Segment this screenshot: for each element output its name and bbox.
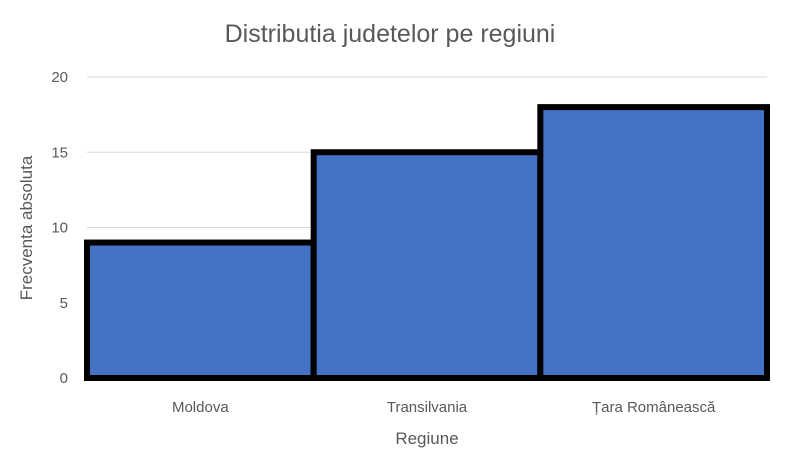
x-axis-ticks: Moldova Transilvania Țara Românească <box>172 399 716 416</box>
x-tick-label: Transilvania <box>387 399 468 416</box>
x-tick-label: Moldova <box>172 399 229 416</box>
chart-title: Distributia judetelor pe regiuni <box>225 20 556 48</box>
y-tick-label: 15 <box>51 144 68 161</box>
y-tick-label: 0 <box>60 370 68 387</box>
y-tick-label: 20 <box>51 69 68 86</box>
y-tick-label: 5 <box>60 295 68 312</box>
x-axis-label: Regiune <box>395 429 458 448</box>
bar <box>537 104 770 381</box>
y-axis-label: Frecventa absoluta <box>17 155 36 300</box>
bar <box>84 239 317 381</box>
x-tick-label: Țara Românească <box>592 399 716 416</box>
y-axis-ticks: 0 5 10 15 20 <box>51 69 68 387</box>
bars <box>84 104 770 381</box>
bar <box>310 149 544 381</box>
y-tick-label: 10 <box>51 220 68 237</box>
